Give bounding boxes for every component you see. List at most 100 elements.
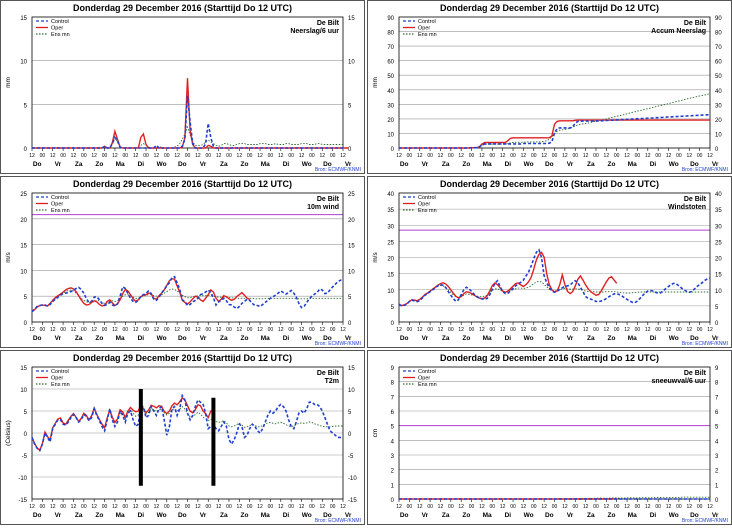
hour-tick-label: 12	[195, 504, 201, 510]
hour-tick-label: 00	[102, 504, 108, 510]
hour-tick-label: 00	[164, 504, 170, 510]
day-tick-label: Vr	[200, 335, 207, 342]
y-tick-label-right: 50	[715, 74, 722, 80]
y-tick-label-right: 9	[715, 366, 719, 372]
hour-tick-label: 00	[635, 504, 641, 510]
hour-tick-label: 12	[417, 153, 423, 159]
hour-tick-label: 00	[697, 153, 703, 159]
hour-tick-label: 00	[676, 153, 682, 159]
y-tick-label-right: 5	[348, 103, 352, 109]
variable-label: T2m	[325, 378, 339, 385]
hour-tick-label: 00	[143, 504, 149, 510]
legend-label: Ens mn	[418, 382, 437, 388]
hour-tick-label: 00	[697, 504, 703, 510]
y-tick-label: 25	[20, 192, 27, 198]
y-tick-label: 10	[387, 289, 394, 295]
y-axis-label: m/s	[5, 252, 12, 263]
y-tick-label-right: 15	[348, 366, 355, 372]
day-tick-label: Wo	[524, 512, 534, 519]
y-tick-label-right: 4	[715, 439, 719, 445]
y-tick-label: 80	[387, 31, 394, 37]
hour-tick-label: 00	[490, 327, 496, 333]
hour-tick-label: 12	[707, 327, 713, 333]
hour-tick-label: 00	[247, 327, 253, 333]
hour-tick-label: 12	[91, 153, 97, 159]
hour-tick-label: 12	[604, 504, 610, 510]
hour-tick-label: 12	[237, 327, 243, 333]
day-tick-label: Do	[545, 161, 554, 168]
hour-tick-label: 00	[123, 327, 129, 333]
y-tick-label-right: 90	[715, 16, 722, 22]
hour-tick-label: 00	[490, 153, 496, 159]
y-tick-label-right: 5	[348, 410, 352, 416]
hour-tick-label: 12	[154, 327, 160, 333]
day-tick-label: Do	[178, 335, 187, 342]
hour-tick-label: 12	[396, 504, 402, 510]
day-tick-label: Zo	[241, 512, 249, 519]
day-tick-label: Do	[323, 335, 332, 342]
day-tick-label: Do	[690, 161, 699, 168]
legend-label: Ens mn	[51, 382, 70, 388]
hour-tick-label: 00	[205, 153, 211, 159]
hour-tick-label: 12	[500, 153, 506, 159]
hour-tick-label: 12	[583, 153, 589, 159]
y-tick-label-right: 3	[715, 454, 719, 460]
day-tick-label: Do	[178, 512, 187, 519]
hour-tick-label: 00	[635, 153, 641, 159]
day-tick-label: Ma	[628, 335, 637, 342]
day-tick-label: Ma	[483, 512, 492, 519]
y-tick-label-right: 35	[715, 208, 722, 214]
day-tick-label: Za	[75, 512, 83, 519]
day-tick-label: Do	[323, 512, 332, 519]
y-tick-label-right: 10	[348, 388, 355, 394]
series-line-control	[31, 275, 344, 313]
hour-tick-label: 12	[91, 327, 97, 333]
y-tick-label-right: 25	[348, 192, 355, 198]
hour-tick-label: 00	[676, 327, 682, 333]
variable-label: 10m wind	[307, 204, 339, 211]
hour-tick-label: 12	[340, 504, 346, 510]
hour-tick-label: 12	[257, 504, 263, 510]
panel-border	[367, 176, 732, 348]
hour-tick-label: 00	[268, 153, 274, 159]
plot-frame	[398, 16, 711, 149]
hour-tick-label: 00	[205, 327, 211, 333]
y-tick-label-right: 0	[348, 147, 352, 153]
chart-title: Donderdag 29 December 2016 (Starttijd Do…	[440, 353, 659, 363]
y-tick-label: 1	[391, 483, 395, 489]
hour-tick-label: 00	[593, 504, 599, 510]
hour-tick-label: 12	[521, 327, 527, 333]
hour-tick-label: 12	[216, 504, 222, 510]
source-label: Bron: ECMWF/KNMI	[682, 167, 728, 173]
hour-tick-label: 12	[541, 153, 547, 159]
day-tick-label: Di	[283, 335, 290, 342]
hour-tick-label: 00	[552, 504, 558, 510]
day-tick-label: Ma	[116, 161, 125, 168]
y-tick-label: -10	[18, 476, 27, 482]
chart-panel-t2m: -15 -15 -10 -10 -5 -5 0 0 5 5 10 10 15 15 12 00 12 00 12 00…	[0, 350, 365, 525]
day-tick-label: Do	[33, 161, 42, 168]
variable-label: Neerslag/6 uur	[290, 28, 339, 35]
hour-tick-label: 12	[645, 327, 651, 333]
y-axis-label: cm	[372, 429, 379, 438]
day-tick-label: Do	[400, 512, 409, 519]
y-tick-label: 0	[391, 498, 395, 504]
day-tick-label: Do	[33, 335, 42, 342]
y-tick-label: 5	[391, 425, 395, 431]
hour-tick-label: 00	[81, 327, 87, 333]
day-tick-label: Za	[442, 161, 450, 168]
y-tick-label-right: 15	[715, 273, 722, 279]
hour-tick-label: 12	[458, 504, 464, 510]
day-tick-label: Vr	[345, 335, 352, 342]
hour-tick-label: 12	[50, 327, 56, 333]
day-tick-label: Wo	[157, 512, 167, 519]
hour-tick-label: 12	[216, 327, 222, 333]
day-tick-label: Di	[138, 335, 145, 342]
day-tick-label: Za	[587, 335, 595, 342]
station-label: De Bilt	[317, 20, 340, 27]
hour-tick-label: 00	[330, 504, 336, 510]
day-tick-label: Vr	[712, 512, 719, 519]
hour-tick-label: 00	[593, 153, 599, 159]
source-label: Bron: ECMWF/KNMI	[682, 518, 728, 524]
hour-tick-label: 12	[278, 327, 284, 333]
